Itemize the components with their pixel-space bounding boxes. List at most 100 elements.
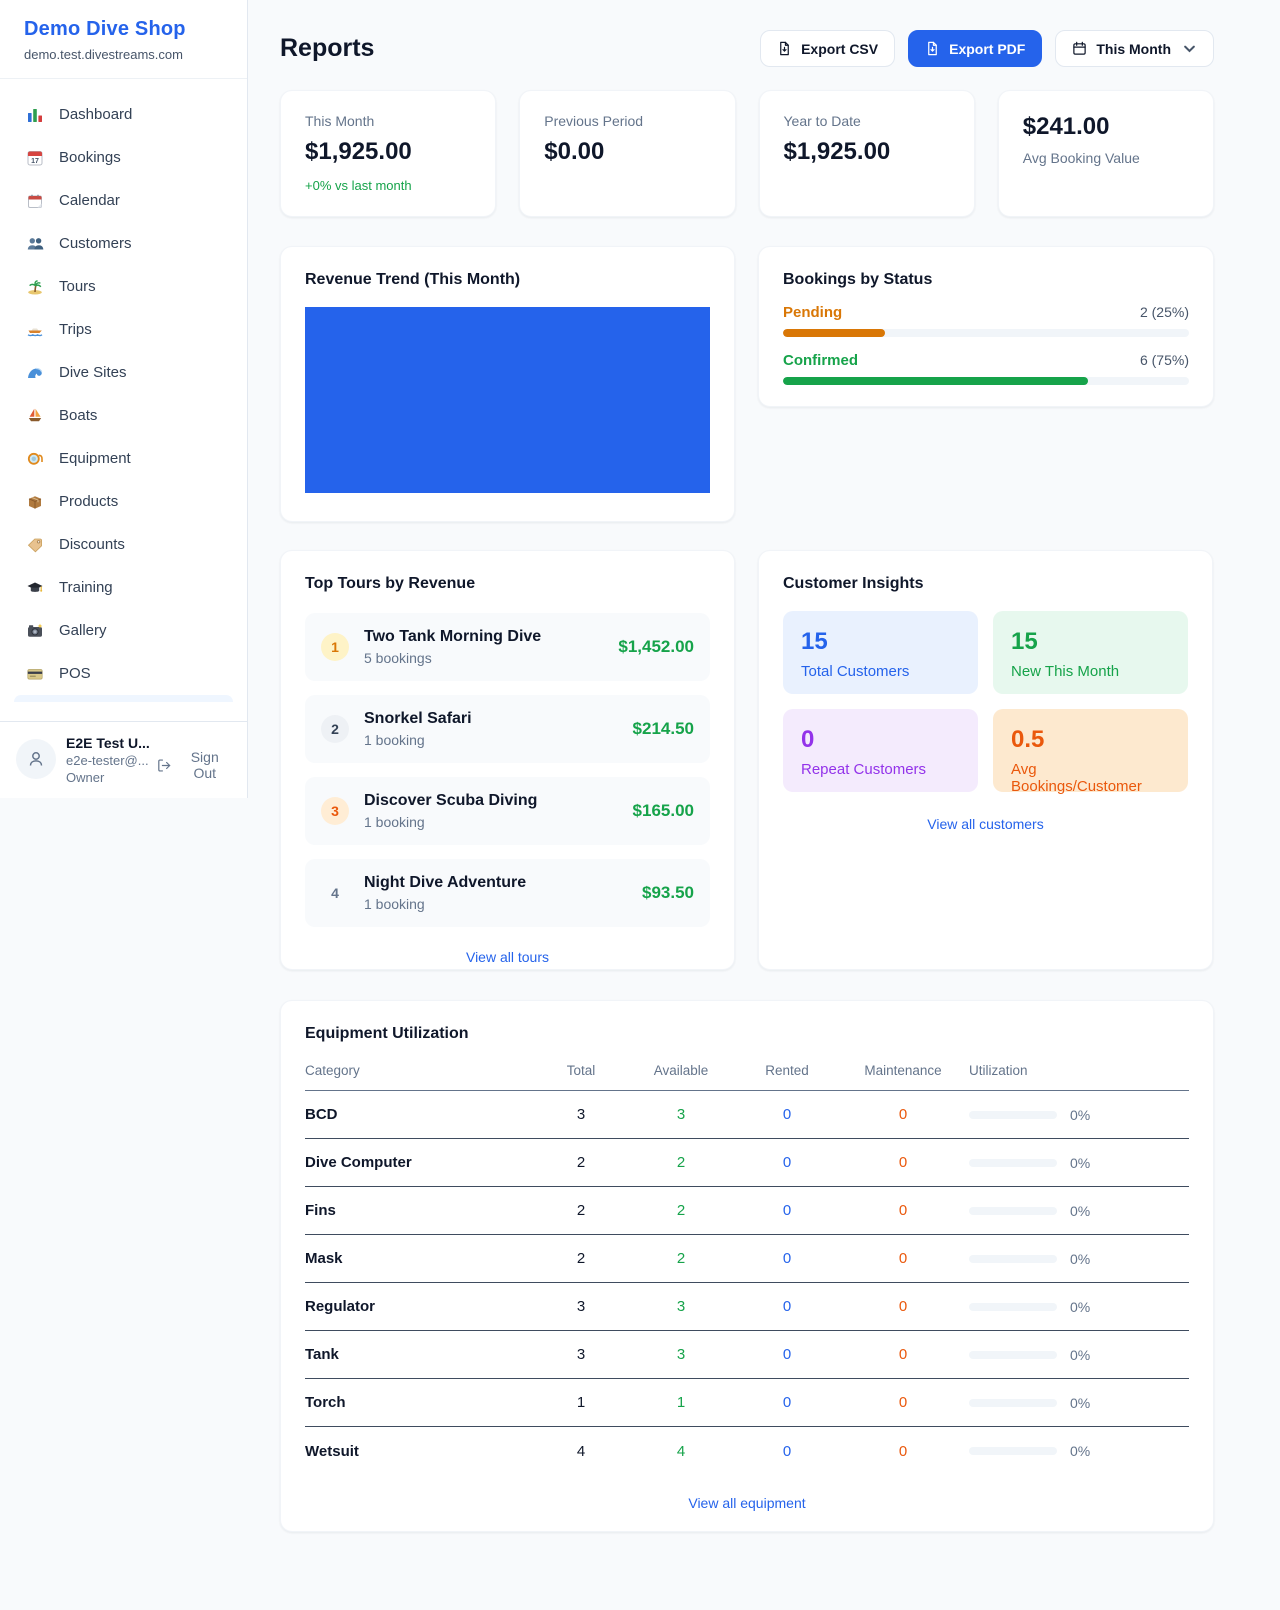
utilization-bar-track [969, 1254, 1057, 1263]
equipment-category: Regulator [305, 1298, 376, 1315]
revenue-trend-title: Revenue Trend (This Month) [305, 271, 521, 288]
equipment-maintenance: 0 [898, 1394, 908, 1411]
rank-badge: 2 [321, 715, 349, 743]
equipment-category: Dive Computer [305, 1154, 412, 1171]
tour-name: Two Tank Morning Dive [364, 628, 542, 645]
insight-label: New This Month [1011, 663, 1120, 680]
shop-domain: demo.test.divestreams.com [24, 47, 183, 62]
sign-out-button[interactable]: Sign Out [157, 749, 231, 781]
status-bar-track [783, 377, 1189, 385]
sidebar-item-discounts[interactable]: Discounts [12, 523, 235, 566]
file-export-icon [780, 41, 789, 56]
sidebar-item-training[interactable]: Training [12, 566, 235, 609]
stat-card-previous-period: Previous Period $0.00 [519, 90, 736, 217]
equipment-table-body: BCD 3 3 0 0 0% Dive Computer 2 2 0 0 0% … [305, 1091, 1189, 1475]
logout-icon [158, 758, 171, 772]
tours-island-icon [26, 278, 44, 296]
utilization-bar-track [969, 1110, 1057, 1119]
tour-name: Night Dive Adventure [364, 874, 527, 891]
equipment-category: Fins [305, 1202, 336, 1219]
period-selector[interactable]: This Month [1055, 30, 1214, 67]
sidebar-item-tours[interactable]: Tours [12, 265, 235, 308]
rank-badge: 1 [321, 633, 349, 661]
header-actions: Export CSV Export PDF This Month [760, 30, 1214, 67]
rank-badge: 4 [331, 885, 339, 901]
calendar-outline-icon [1073, 41, 1087, 55]
view-all-tours-link[interactable]: View all tours [465, 949, 549, 965]
tour-row[interactable]: 4 Night Dive Adventure 1 booking $93.50 [305, 859, 710, 927]
table-row: Regulator 3 3 0 0 0% [305, 1283, 1189, 1331]
rank-badge: 3 [321, 797, 349, 825]
sidebar-item-dashboard[interactable]: Dashboard [12, 93, 235, 136]
status-count: 2 (25%) [1139, 304, 1189, 320]
equipment-total: 3 [576, 1106, 586, 1123]
sidebar-item-label: Tours [59, 278, 96, 295]
products-box-icon [26, 493, 44, 511]
bookings-by-status-title: Bookings by Status [783, 271, 933, 288]
export-pdf-button[interactable]: Export PDF [908, 30, 1043, 67]
sidebar-item-boats[interactable]: Boats [12, 394, 235, 437]
equipment-category: Mask [305, 1250, 343, 1267]
stat-card-year-to-date: Year to Date $1,925.00 [758, 90, 975, 217]
tour-row[interactable]: 1 Two Tank Morning Dive 5 bookings $1,45… [305, 613, 710, 681]
col-rented: Rented [765, 1063, 809, 1078]
sidebar-item-dive-sites[interactable]: Dive Sites [12, 351, 235, 394]
equipment-utilization-cell: 0% [969, 1395, 1189, 1411]
insight-tile-new-this-month: 15 New This Month [993, 611, 1188, 694]
dashboard-icon [26, 106, 44, 124]
shop-name[interactable]: Demo Dive Shop [24, 18, 186, 40]
table-row: BCD 3 3 0 0 0% [305, 1091, 1189, 1139]
sidebar-item-label: Customers [59, 235, 132, 252]
stat-delta: +0% vs last month [305, 178, 412, 193]
table-row: Wetsuit 4 4 0 0 0% [305, 1427, 1189, 1475]
status-row-confirmed: Confirmed 6 (75%) [783, 352, 1189, 385]
revenue-bar-chart [305, 307, 710, 493]
tour-revenue: $165.00 [632, 801, 694, 820]
status-bar-fill [783, 377, 1088, 385]
equipment-maintenance: 0 [898, 1298, 908, 1315]
status-label: Confirmed [783, 352, 858, 369]
sidebar-item-products[interactable]: Products [12, 480, 235, 523]
view-all-equipment-link[interactable]: View all equipment [688, 1495, 806, 1511]
sidebar-item-bookings[interactable]: 17 Bookings [12, 136, 235, 179]
export-csv-label: Export CSV [801, 40, 879, 57]
sidebar-item-label: Discounts [59, 536, 125, 553]
sidebar-item-equipment[interactable]: Equipment [12, 437, 235, 480]
equipment-available: 2 [676, 1154, 686, 1171]
tour-bookings: 1 booking [364, 896, 425, 912]
utilization-bar-track [969, 1398, 1057, 1407]
export-csv-button[interactable]: Export CSV [760, 30, 896, 67]
customer-insights-card: Customer Insights 15 Total Customers 15 … [758, 550, 1213, 970]
sidebar-item-reports-active-partial[interactable] [14, 695, 233, 702]
equipment-maintenance: 0 [898, 1250, 908, 1267]
bookings-calendar-icon: 17 [26, 149, 44, 167]
sidebar-item-calendar[interactable]: Calendar [12, 179, 235, 222]
equipment-rented: 0 [782, 1394, 792, 1411]
sidebar-item-pos[interactable]: POS [12, 652, 235, 695]
table-row: Fins 2 2 0 0 0% [305, 1187, 1189, 1235]
utilization-percent: 0% [1070, 1250, 1091, 1267]
sidebar-item-trips[interactable]: Trips [12, 308, 235, 351]
tour-row[interactable]: 3 Discover Scuba Diving 1 booking $165.0… [305, 777, 710, 845]
tour-revenue: $1,452.00 [618, 637, 694, 656]
sidebar-item-gallery[interactable]: Gallery [12, 609, 235, 652]
calendar-icon [26, 192, 44, 210]
tour-row[interactable]: 2 Snorkel Safari 1 booking $214.50 [305, 695, 710, 763]
utilization-bar-track [969, 1350, 1057, 1359]
stat-value: $0.00 [544, 138, 605, 165]
svg-text:17: 17 [31, 158, 39, 165]
sidebar-item-customers[interactable]: Customers [12, 222, 235, 265]
equipment-total: 2 [576, 1154, 586, 1171]
file-export-icon [928, 41, 937, 56]
customers-icon [26, 235, 44, 253]
period-label: This Month [1096, 40, 1171, 57]
equipment-category: Wetsuit [305, 1442, 359, 1460]
sign-out-label: Sign Out [190, 749, 219, 781]
utilization-percent: 0% [1070, 1106, 1091, 1123]
brand-block: Demo Dive Shop demo.test.divestreams.com [0, 0, 247, 79]
tour-bookings: 1 booking [364, 732, 425, 748]
view-all-customers-link[interactable]: View all customers [927, 816, 1044, 832]
person-icon [29, 752, 43, 766]
equipment-total: 2 [576, 1202, 586, 1219]
equipment-rented: 0 [782, 1202, 792, 1219]
